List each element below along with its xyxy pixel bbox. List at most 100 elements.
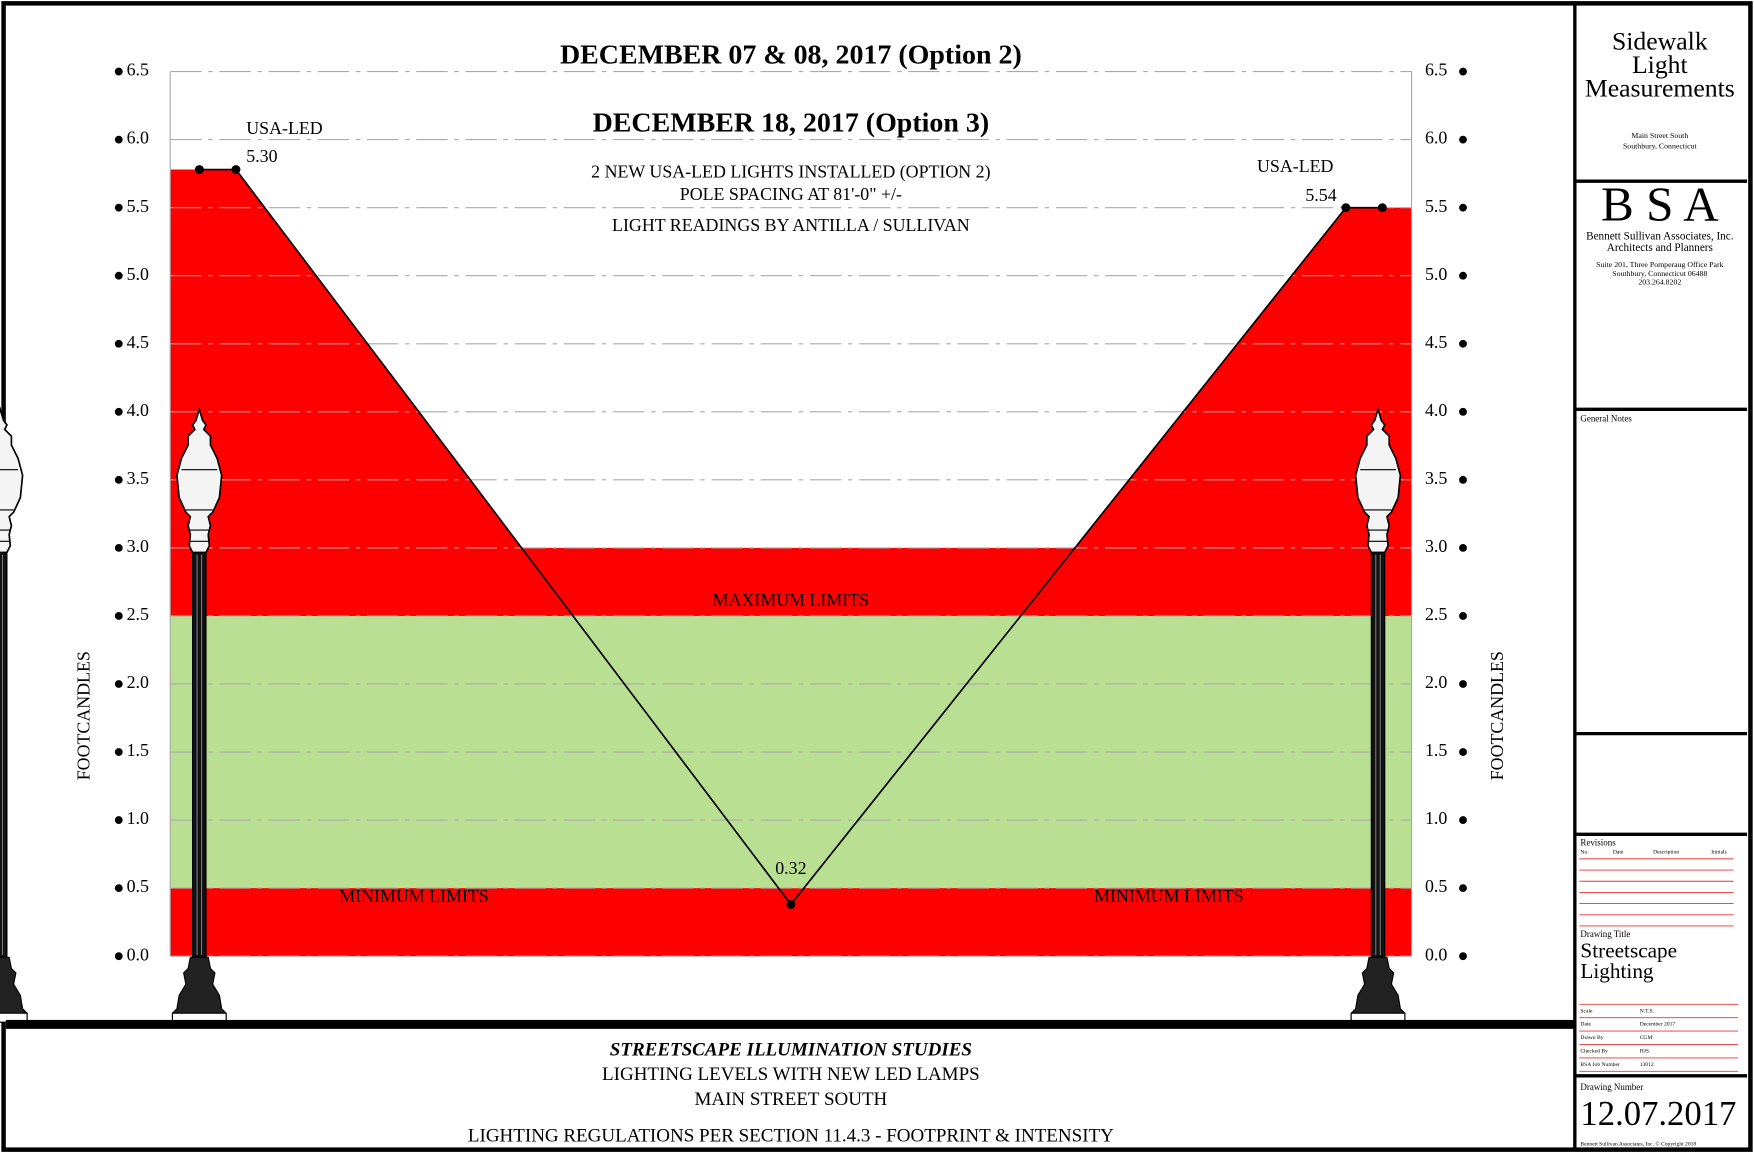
footer-title: STREETSCAPE ILLUMINATION STUDIES xyxy=(610,1040,972,1061)
y2-tick-label: 0.0 xyxy=(1425,944,1447,964)
location: Main Street South xyxy=(1631,131,1688,140)
y2-axis-label: FOOTCANDLES xyxy=(1487,651,1507,780)
y-tick-label: 3.0 xyxy=(127,536,149,556)
info-label: Scale xyxy=(1580,1008,1593,1014)
y2-tick-label: 4.0 xyxy=(1425,400,1447,420)
y-tick-label: 0.0 xyxy=(127,944,149,964)
y-tick-label: 4.0 xyxy=(127,400,149,420)
info-value: December 2017 xyxy=(1640,1022,1676,1028)
y-tick-label: 5.5 xyxy=(127,196,149,216)
tick-mark xyxy=(114,67,123,76)
drawing-number: 12.07.2017 xyxy=(1580,1095,1736,1133)
chart-note: 2 NEW USA-LED LIGHTS INSTALLED (OPTION 2… xyxy=(591,161,990,182)
y2-tick-label: 3.5 xyxy=(1425,468,1447,488)
drawing-title: Streetscape xyxy=(1580,939,1677,963)
location: Southbury, Connecticut xyxy=(1623,141,1698,150)
y2-tick-label: 5.0 xyxy=(1425,264,1447,284)
footer-line: MAIN STREET SOUTH xyxy=(694,1089,887,1110)
y-axis-label: FOOTCANDLES xyxy=(73,651,93,780)
project-title: Light xyxy=(1632,50,1688,79)
tick-mark xyxy=(114,884,123,893)
annotation: USA-LED xyxy=(246,118,323,138)
limit-band xyxy=(170,547,1412,616)
band-label: MAXIMUM LIMITS xyxy=(713,590,869,610)
project-title: Measurements xyxy=(1585,73,1735,102)
band-label: MINIMUM LIMITS xyxy=(339,886,488,906)
tick-mark xyxy=(114,612,123,620)
footer: STREETSCAPE ILLUMINATION STUDIES LIGHTIN… xyxy=(468,1040,1114,1147)
tick-mark xyxy=(1459,67,1467,76)
tick-mark xyxy=(1459,407,1467,416)
title-block: Sidewalk Light Measurements Main Street … xyxy=(1573,4,1748,1150)
tick-mark xyxy=(1459,203,1467,212)
tick-mark xyxy=(114,135,123,144)
tick-mark xyxy=(114,475,123,484)
reading-point xyxy=(786,899,796,909)
tick-mark xyxy=(1459,680,1467,688)
y2-tick-label: 5.5 xyxy=(1425,196,1447,216)
annotation: 5.54 xyxy=(1305,185,1336,205)
revisions-column: Date xyxy=(1613,849,1624,855)
y2-tick-label: 1.5 xyxy=(1425,740,1447,760)
y-tick-label: 2.0 xyxy=(127,672,149,692)
chart-note: LIGHT READINGS BY ANTILLA / SULLIVAN xyxy=(612,215,970,235)
project-title: Sidewalk xyxy=(1612,27,1708,56)
y-tick-label: 5.0 xyxy=(127,264,149,284)
chart-note: POLE SPACING AT 81'-0" +/- xyxy=(680,184,902,204)
revisions-column: No. xyxy=(1580,849,1589,855)
info-value: N.T.S. xyxy=(1640,1008,1655,1014)
general-notes: General Notes xyxy=(1580,413,1632,423)
y2-tick-label: 4.5 xyxy=(1425,332,1447,352)
firm-address: Suite 201, Three Pomperaug Office Park xyxy=(1596,260,1723,269)
revisions-column: Description xyxy=(1653,849,1679,855)
y-tick-label: 1.0 xyxy=(127,808,149,828)
y-tick-label: 6.0 xyxy=(127,128,149,148)
tick-mark xyxy=(114,680,123,688)
footer-line: LIGHTING LEVELS WITH NEW LED LAMPS xyxy=(602,1064,980,1085)
info-value: 13012 xyxy=(1640,1062,1654,1068)
annotation: 5.30 xyxy=(246,146,277,166)
annotation: USA-LED xyxy=(1257,156,1334,176)
separator xyxy=(5,1019,1575,1029)
y2-tick-label: 6.0 xyxy=(1425,128,1447,148)
tick-mark xyxy=(1459,339,1467,348)
y-tick-label: 1.5 xyxy=(127,740,149,760)
y-tick-label: 6.5 xyxy=(127,60,149,80)
info-value: CGM xyxy=(1640,1035,1653,1041)
chart-subtitle: DECEMBER 18, 2017 (Option 3) xyxy=(593,108,990,139)
firm-name: Architects and Planners xyxy=(1607,242,1713,254)
firm-logo: B S A xyxy=(1601,176,1719,231)
tick-mark xyxy=(1459,816,1467,824)
tick-mark xyxy=(114,407,123,416)
copyright: Bennett Sullivan Associates, Inc. © Copy… xyxy=(1580,1140,1696,1147)
tick-mark xyxy=(1459,612,1467,620)
info-label: Date xyxy=(1580,1022,1591,1028)
tick-mark xyxy=(114,203,123,212)
y2-tick-label: 2.0 xyxy=(1425,672,1447,692)
firm-name: Bennett Sullivan Associates, Inc. xyxy=(1586,231,1734,243)
firm-address: Southbury, Connecticut 06488 xyxy=(1612,269,1707,278)
lamp-post xyxy=(0,406,28,1023)
reading-point xyxy=(1341,203,1351,213)
revisions-title: Revisions xyxy=(1580,837,1616,847)
revisions-column: Initials xyxy=(1711,849,1727,855)
y2-tick-label: 0.5 xyxy=(1425,876,1447,896)
y2-tick-label: 2.5 xyxy=(1425,604,1447,624)
drawing-number-label: Drawing Number xyxy=(1580,1082,1643,1092)
drawing-title-label: Drawing Title xyxy=(1580,929,1630,939)
tick-mark xyxy=(114,339,123,348)
tick-mark xyxy=(1459,748,1467,756)
reading-point xyxy=(231,165,241,175)
info-value: HJS xyxy=(1640,1049,1649,1055)
annotation: 0.32 xyxy=(775,858,806,878)
tick-mark xyxy=(1459,543,1467,552)
reading-point xyxy=(1377,203,1387,213)
info-label: BSA Job Number xyxy=(1580,1062,1620,1068)
y2-tick-label: 3.0 xyxy=(1425,536,1447,556)
lamp-posts xyxy=(0,406,1406,1023)
tick-mark xyxy=(1459,952,1467,961)
y-tick-label: 0.5 xyxy=(127,876,149,896)
y2-tick-label: 1.0 xyxy=(1425,808,1447,828)
tick-mark xyxy=(114,748,123,756)
